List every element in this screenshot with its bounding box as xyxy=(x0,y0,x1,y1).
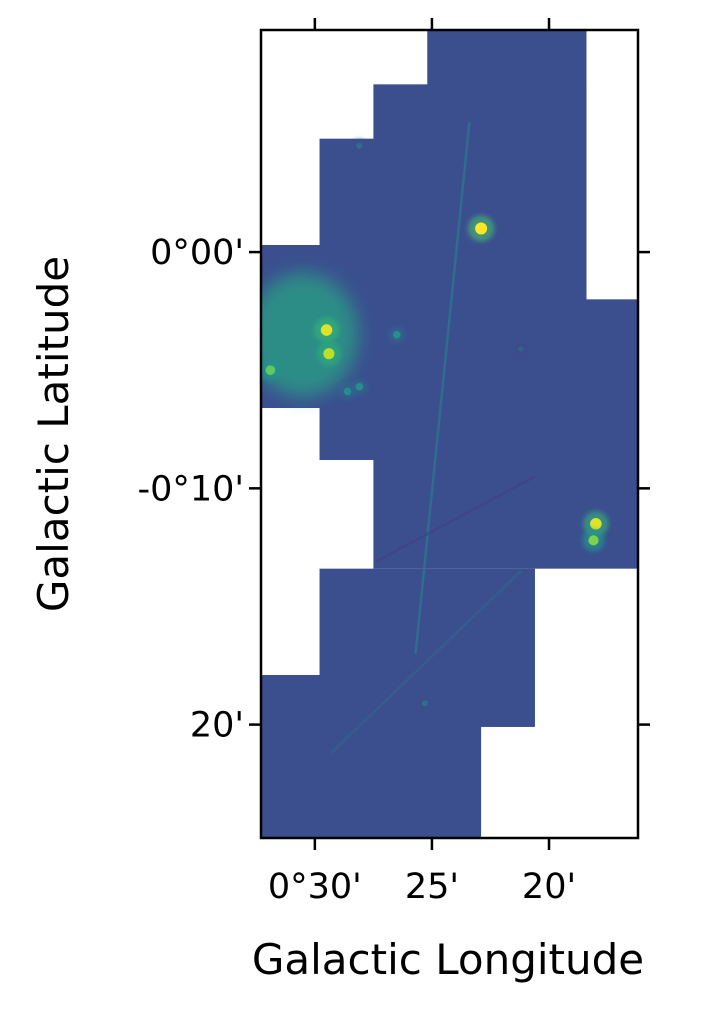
extended-emission xyxy=(261,272,359,397)
y-tick-label: 20' xyxy=(190,706,244,746)
point-source xyxy=(323,348,335,360)
emission-features xyxy=(261,122,609,754)
x-tick-label: 0°30' xyxy=(268,867,362,907)
coverage-tile xyxy=(261,674,482,838)
x-axis-label: Galactic Longitude xyxy=(252,935,644,984)
coverage-mosaic xyxy=(261,30,638,838)
point-source xyxy=(356,142,363,149)
x-tick-label: 20' xyxy=(522,867,576,907)
point-source xyxy=(588,535,599,546)
x-tick-label: 25' xyxy=(405,867,459,907)
intensity-image xyxy=(261,30,638,838)
point-source xyxy=(590,518,602,530)
y-axis-ticks: 0°00' -0°10' 20' xyxy=(137,233,650,746)
y-tick-label: 0°00' xyxy=(150,233,244,273)
point-source xyxy=(421,700,428,707)
point-source xyxy=(343,387,352,396)
y-axis-label: Galactic Latitude xyxy=(29,256,78,612)
y-tick-label: -0°10' xyxy=(137,469,244,509)
point-source xyxy=(393,331,401,339)
filament xyxy=(375,475,536,563)
plot-frame xyxy=(259,28,640,840)
point-source xyxy=(265,365,276,376)
point-source xyxy=(320,324,333,336)
point-source xyxy=(355,382,364,391)
point-source xyxy=(518,346,524,352)
point-source xyxy=(475,222,488,235)
filament xyxy=(330,570,522,754)
x-axis-ticks: 0°30' 25' 20' xyxy=(268,18,576,907)
filament xyxy=(414,122,471,654)
